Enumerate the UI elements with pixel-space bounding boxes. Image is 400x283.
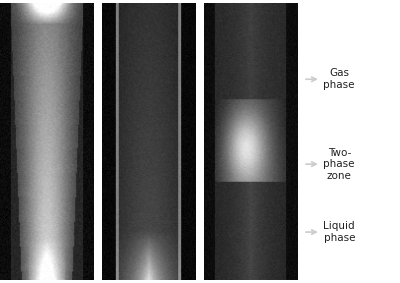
Text: Two-
phase
zone: Two- phase zone [306,147,355,181]
Text: Gas
phase: Gas phase [306,68,355,90]
Text: Liquid
phase: Liquid phase [306,221,355,243]
